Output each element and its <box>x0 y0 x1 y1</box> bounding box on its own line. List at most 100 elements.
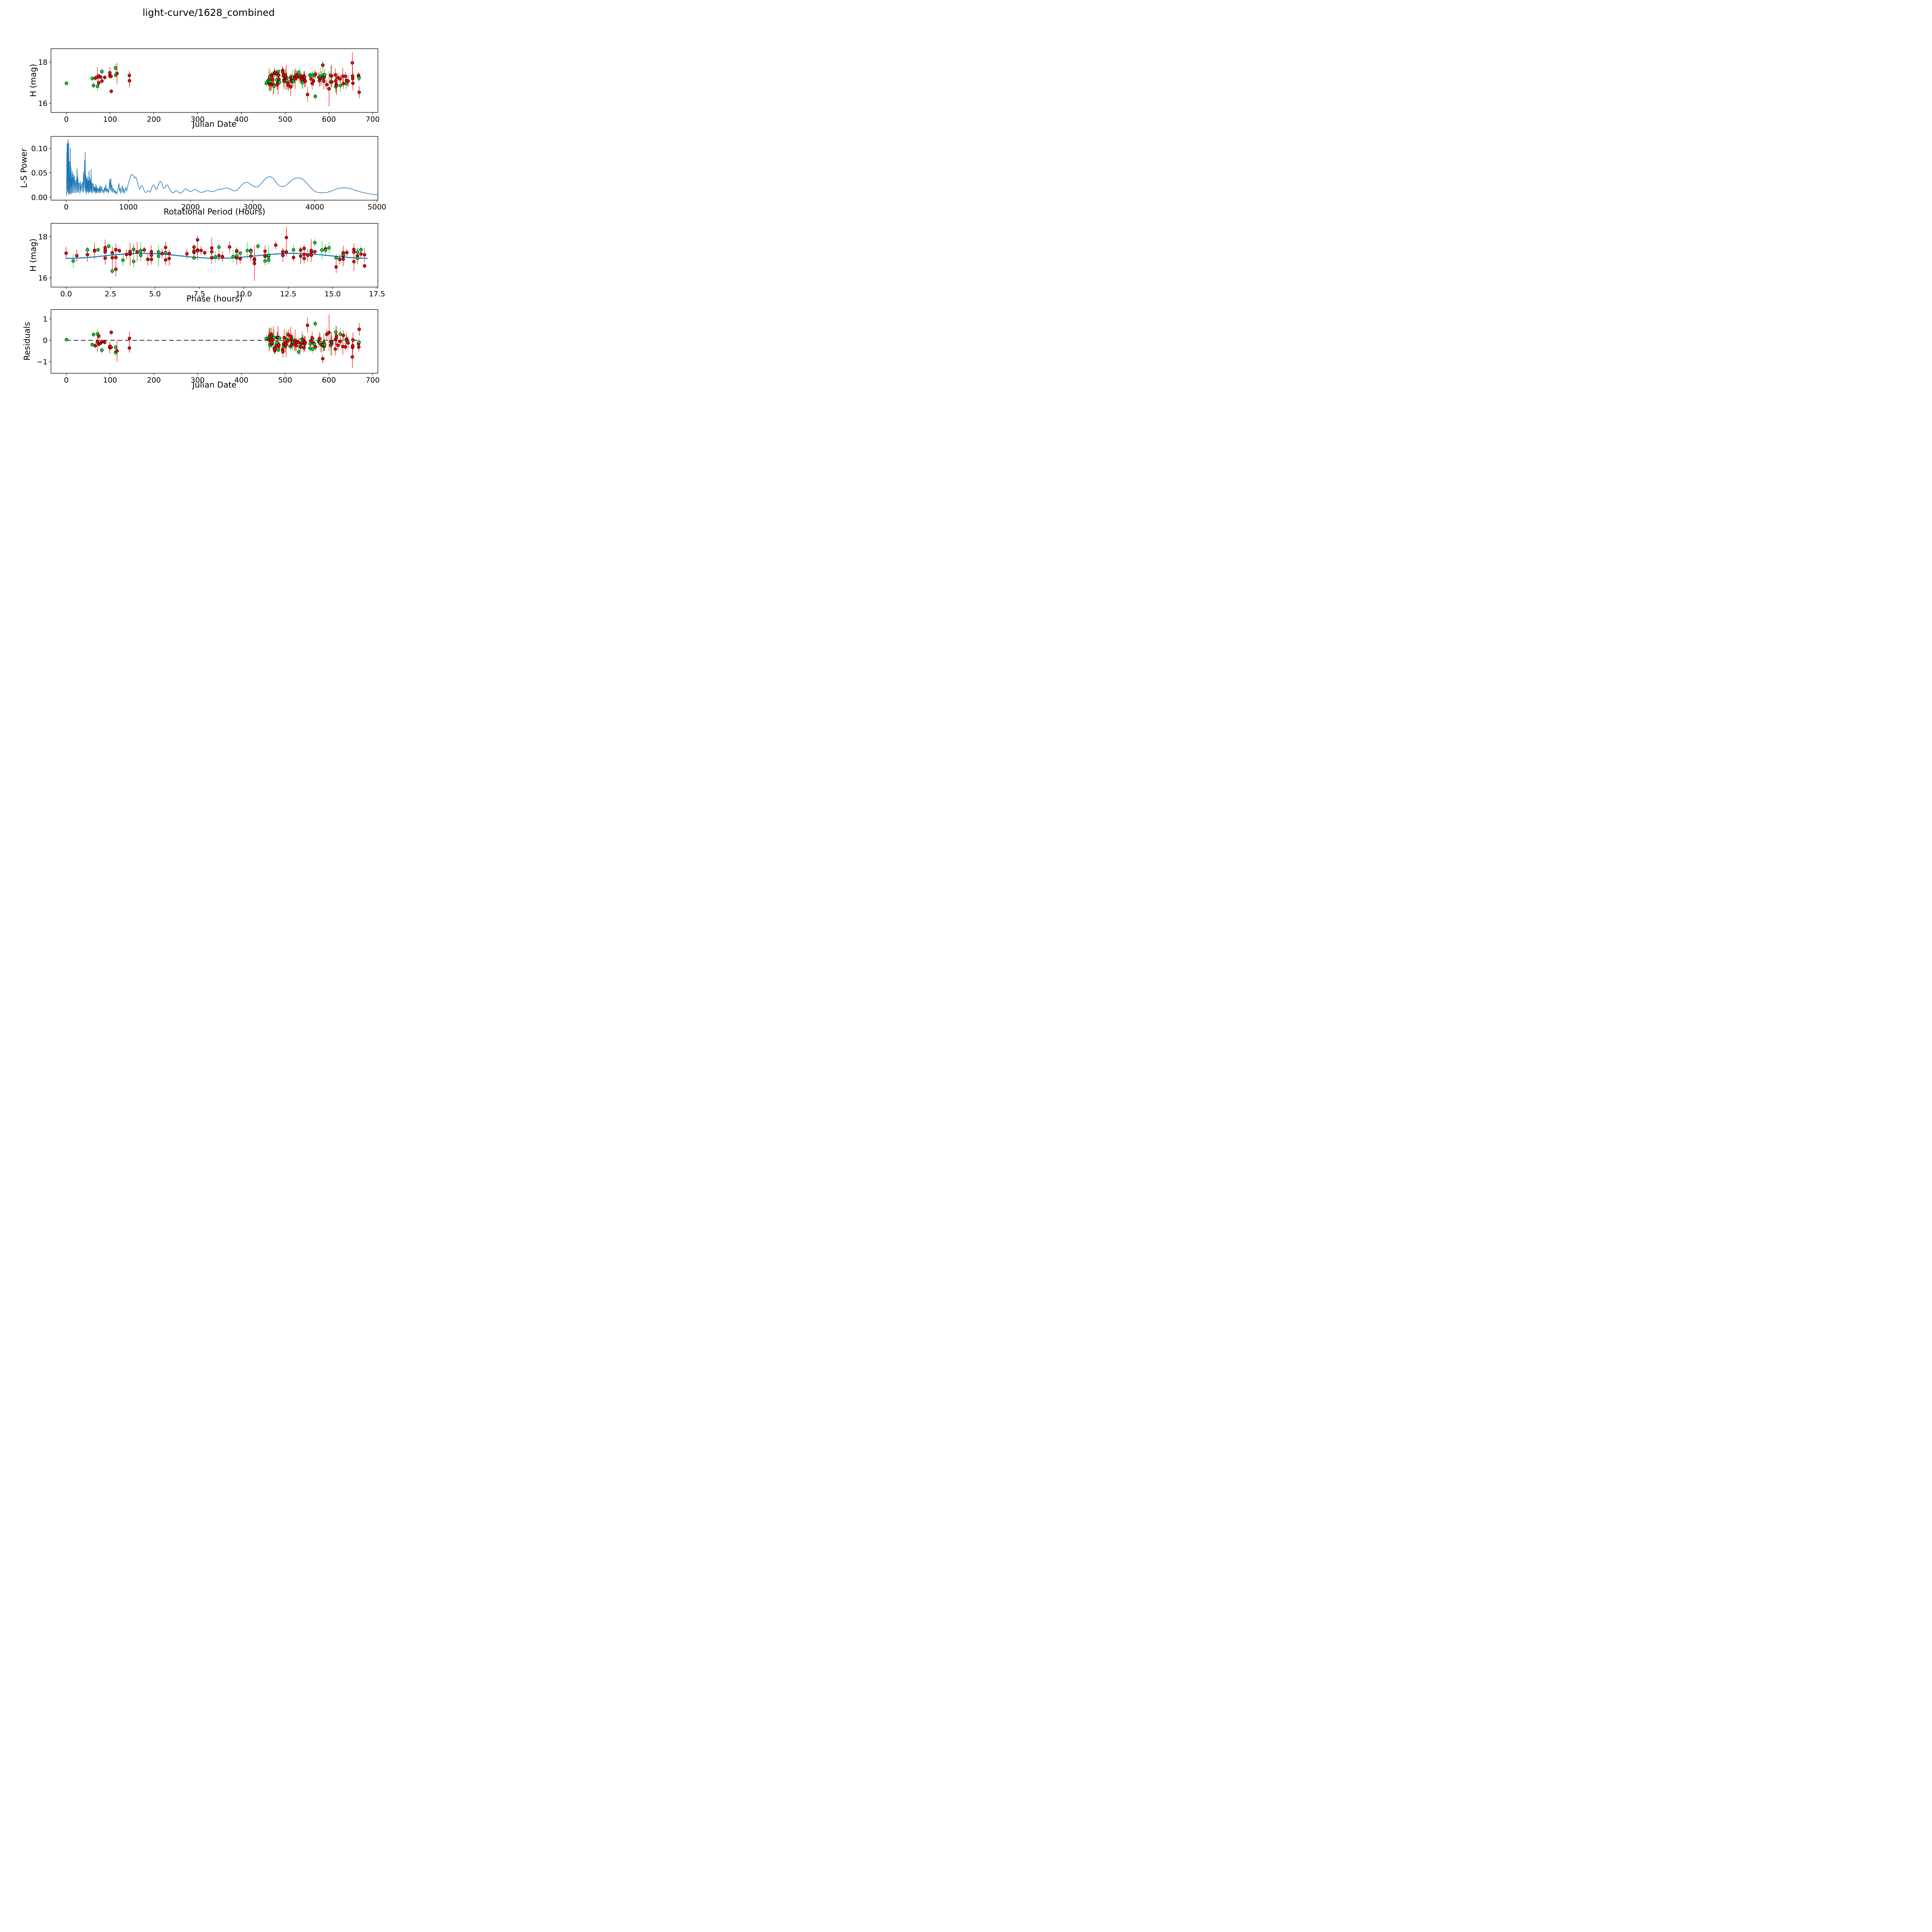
phased-point-green <box>164 251 168 254</box>
lightcurve-point-red <box>344 74 347 78</box>
residuals-point-red <box>128 337 131 340</box>
axis-label-h-mag-panel1: H (mag) <box>29 64 38 97</box>
phased-point-green <box>217 245 221 249</box>
residuals-point-red <box>345 337 349 341</box>
lightcurve-point-green <box>100 70 104 73</box>
residuals-point-red <box>270 341 274 345</box>
x-tick-label: 17.5 <box>369 290 385 298</box>
axes-box-lightcurve <box>51 48 378 113</box>
phased-point-red <box>345 251 349 254</box>
lightcurve-point-red <box>286 83 290 87</box>
residuals-point-red <box>299 345 303 349</box>
phased-point-green <box>334 256 338 260</box>
x-tick-label: 300 <box>190 115 204 124</box>
phased-point-red <box>281 253 285 257</box>
x-tick-label: 12.5 <box>280 290 296 298</box>
lightcurve-point-green <box>65 82 68 85</box>
x-tick-label: 0 <box>64 115 69 124</box>
phased-point-green <box>85 248 89 252</box>
residuals-point-green <box>100 348 104 352</box>
phased-point-red <box>111 251 114 255</box>
lightcurve-point-red <box>321 63 325 67</box>
y-tick-label: 0.10 <box>31 145 48 153</box>
lightcurve-point-red <box>99 75 102 79</box>
lightcurve-point-red <box>314 72 317 76</box>
residuals-point-green <box>313 322 317 326</box>
phased-point-green <box>327 246 331 250</box>
phased-point-red <box>313 250 317 253</box>
phased-point-red <box>334 265 338 269</box>
phased-point-green <box>355 257 359 260</box>
residuals-point-red <box>109 330 113 334</box>
lightcurve-point-red <box>128 73 131 77</box>
axis-label-rotational-period: Rotational Period (Hours) <box>163 207 265 216</box>
phased-point-red <box>281 250 285 253</box>
lightcurve-point-red <box>327 87 331 91</box>
x-tick-label: 5000 <box>367 203 386 211</box>
lightcurve-point-green <box>96 85 99 88</box>
axis-label-julian-date-panel4: Julian Date <box>192 380 237 389</box>
x-tick-label: 1000 <box>119 203 138 211</box>
phased-point-red <box>238 257 242 260</box>
phased-point-green <box>192 256 196 260</box>
lightcurve-point-red <box>271 78 275 82</box>
residuals-point-red <box>277 343 281 347</box>
lightcurve-errorbars-green <box>66 64 359 99</box>
residuals-point-green <box>308 342 312 346</box>
phased-point-red <box>135 250 139 253</box>
lightcurve-point-green <box>313 95 317 98</box>
y-tick-label: 1 <box>43 315 48 323</box>
y-tick-label: 18 <box>38 233 48 242</box>
residuals-point-green <box>311 347 314 351</box>
lightcurve-point-red <box>346 79 350 83</box>
phased-point-red <box>302 257 306 260</box>
phased-point-green <box>111 269 114 273</box>
residuals-point-red <box>342 333 345 337</box>
x-tick-label: 5.0 <box>149 290 161 298</box>
lightcurve-point-green <box>90 77 94 80</box>
residuals-point-green <box>277 348 280 352</box>
phased-point-red <box>292 256 295 259</box>
phased-point-red <box>359 252 363 256</box>
figure-title: light-curve/1628_combined <box>142 7 275 18</box>
residuals-point-green <box>334 330 338 334</box>
residuals-point-green <box>65 338 68 342</box>
phased-point-red <box>164 258 168 262</box>
x-tick-label: 100 <box>103 115 117 124</box>
lightcurve-point-green <box>357 76 361 80</box>
lightcurve-point-red <box>108 71 112 75</box>
panel-phased: 0.0 2.5 5.0 7.5 10.0 12.5 15.0 17.5 18 16 <box>38 223 385 298</box>
residuals-point-green <box>272 335 276 339</box>
residuals-point-red <box>109 345 113 349</box>
phased-point-red <box>150 253 153 257</box>
residuals-point-green <box>313 342 316 346</box>
lightcurve-point-red <box>322 79 326 83</box>
residuals-point-red <box>357 345 361 349</box>
phased-point-green <box>267 258 270 262</box>
lightcurve-point-green <box>291 79 295 83</box>
phased-point-red <box>75 254 79 257</box>
lightcurve-point-red <box>282 80 286 83</box>
lightcurve-point-red <box>318 79 321 82</box>
x-tick-label: 0 <box>64 376 69 384</box>
residuals-point-red <box>94 344 97 348</box>
phased-point-green <box>359 248 363 252</box>
lightcurve-point-green <box>344 82 348 85</box>
x-tick-label: 15.0 <box>325 290 341 298</box>
phased-point-green <box>71 259 75 263</box>
lightcurve-point-green <box>92 83 95 87</box>
residuals-point-red <box>325 332 329 336</box>
phased-point-red <box>125 253 128 256</box>
phased-point-red <box>111 256 114 260</box>
phased-point-red <box>210 246 214 250</box>
phased-point-red <box>85 253 89 257</box>
phased-point-red <box>302 247 306 250</box>
residuals-errorbars-green <box>66 321 359 356</box>
residuals-point-red <box>302 346 306 350</box>
phased-point-green <box>292 248 295 252</box>
phased-point-green <box>213 255 217 259</box>
phased-point-green <box>263 259 267 263</box>
phased-point-green <box>121 258 125 262</box>
residuals-point-green <box>90 343 94 347</box>
